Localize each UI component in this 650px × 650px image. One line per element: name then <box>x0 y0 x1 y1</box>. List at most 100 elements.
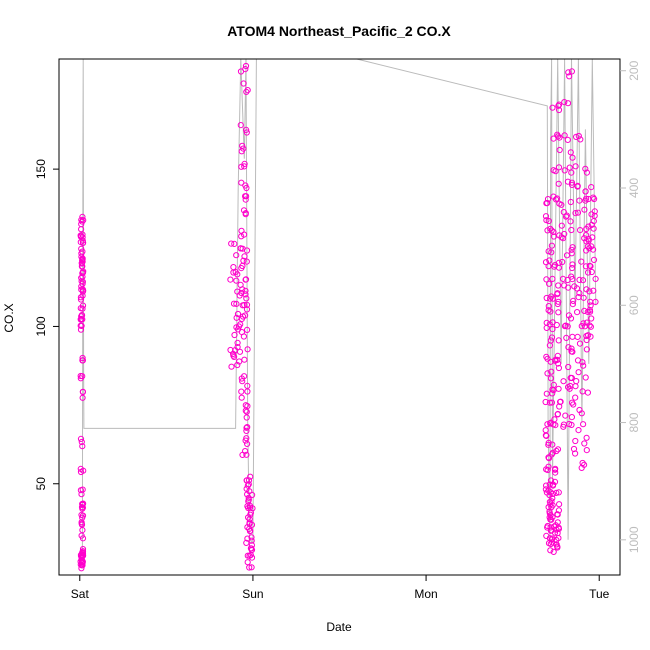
data-point <box>233 300 240 307</box>
data-point <box>561 282 568 289</box>
data-point <box>237 321 244 328</box>
y-tick-label: 100 <box>34 316 48 336</box>
data-point <box>244 326 251 333</box>
data-point <box>238 148 245 155</box>
data-point <box>240 80 247 87</box>
data-point <box>243 306 251 313</box>
data-point <box>549 502 556 509</box>
data-point <box>241 253 248 260</box>
data-point <box>544 355 551 362</box>
y2-tick-label: 600 <box>627 295 641 315</box>
data-point <box>583 346 591 353</box>
data-point <box>233 277 240 284</box>
data-point <box>230 264 237 271</box>
data-point <box>77 322 84 329</box>
data-point <box>582 165 589 172</box>
data-point <box>231 331 238 339</box>
data-point <box>568 374 575 382</box>
data-point <box>548 334 556 341</box>
data-point <box>77 233 85 240</box>
data-point <box>587 333 594 340</box>
data-point <box>579 359 586 366</box>
data-point <box>583 336 590 344</box>
data-point <box>245 496 252 503</box>
data-point <box>561 230 568 238</box>
data-point <box>79 269 87 276</box>
data-point <box>227 276 234 283</box>
data-point <box>546 280 553 287</box>
data-point <box>552 469 559 476</box>
data-point <box>547 524 554 531</box>
data-point <box>574 333 581 340</box>
data-point <box>588 184 595 191</box>
data-point <box>543 532 550 540</box>
data-point <box>567 149 574 156</box>
data-point <box>570 297 577 304</box>
data-point <box>554 446 562 453</box>
data-point <box>577 136 584 143</box>
data-point <box>230 300 238 307</box>
data-point <box>79 213 86 220</box>
y-axis-label: CO.X <box>2 303 16 332</box>
data-point <box>245 494 252 501</box>
data-point <box>549 104 556 111</box>
data-point <box>79 357 87 364</box>
data-point <box>587 263 594 270</box>
data-point <box>549 514 556 521</box>
data-point <box>555 106 563 114</box>
data-point <box>591 208 598 215</box>
data-point <box>555 507 563 514</box>
data-point <box>546 481 553 488</box>
data-point <box>583 332 590 340</box>
x-tick-label: Sun <box>242 587 263 601</box>
data-point <box>242 291 249 298</box>
data-point <box>79 292 86 299</box>
data-point <box>242 211 249 218</box>
data-point <box>243 88 250 96</box>
data-point <box>79 549 86 556</box>
data-point <box>556 501 563 508</box>
data-point <box>572 437 579 445</box>
data-point <box>234 361 241 369</box>
data-point <box>79 559 86 566</box>
data-point <box>574 209 582 216</box>
data-point <box>546 257 553 264</box>
data-point <box>233 314 240 321</box>
data-point <box>555 282 562 289</box>
data-point <box>574 182 581 189</box>
data-point <box>592 298 599 305</box>
data-point <box>233 252 240 259</box>
data-point <box>573 285 581 292</box>
data-point <box>578 464 585 471</box>
data-point <box>236 358 243 365</box>
data-point <box>549 275 556 282</box>
data-point <box>587 323 595 330</box>
data-point <box>585 269 592 276</box>
data-point <box>575 132 582 140</box>
data-point <box>549 482 557 489</box>
data-point <box>581 235 588 242</box>
data-point <box>548 242 556 249</box>
data-point <box>560 423 567 430</box>
data-point <box>556 403 563 410</box>
data-point <box>248 564 255 571</box>
y-tick-label: 150 <box>34 159 48 179</box>
data-point <box>243 295 250 302</box>
data-point <box>555 360 562 367</box>
data-point <box>583 195 590 202</box>
data-point <box>569 181 576 188</box>
data-point <box>242 62 250 70</box>
data-point <box>246 564 253 571</box>
data-point <box>544 421 551 428</box>
data-point <box>568 421 575 428</box>
data-point <box>543 390 550 397</box>
data-point <box>572 163 579 170</box>
data-point <box>554 195 561 202</box>
data-point <box>560 378 567 385</box>
data-point <box>584 389 592 396</box>
data-point <box>566 385 573 392</box>
data-point <box>552 465 559 472</box>
data-point <box>568 68 576 75</box>
data-point <box>555 364 563 372</box>
data-point <box>547 547 554 554</box>
